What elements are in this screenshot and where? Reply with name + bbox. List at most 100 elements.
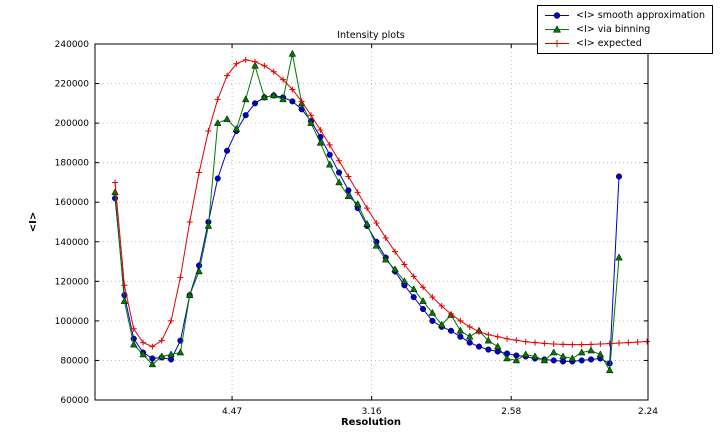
- circle-marker-icon: [410, 294, 417, 301]
- triangle-marker-icon: [568, 354, 577, 362]
- plus-marker-icon: [177, 274, 184, 281]
- plus-marker-icon: [541, 340, 548, 347]
- plus-marker-icon: [261, 62, 268, 69]
- triangle-marker-icon: [167, 350, 175, 358]
- legend-plus-marker-icon: [545, 40, 570, 47]
- plus-marker-icon: [457, 317, 464, 324]
- plus-marker-icon: [560, 341, 567, 348]
- triangle-marker-icon: [325, 160, 334, 168]
- triangle-marker-icon: [465, 332, 474, 340]
- plus-marker-icon: [466, 323, 473, 330]
- triangle-marker-icon: [400, 277, 409, 285]
- plus-marker-icon: [289, 86, 296, 93]
- triangle-marker-icon: [279, 95, 287, 103]
- triangle-marker-icon: [148, 360, 157, 368]
- triangle-marker-icon: [335, 178, 343, 186]
- plus-marker-icon: [569, 341, 576, 348]
- y-tick-labels: 60000 80000 100000 120000 140000 160000 180000…: [55, 40, 90, 406]
- triangle-marker-icon: [512, 356, 521, 364]
- plus-marker-icon: [233, 60, 240, 67]
- plus-marker-icon: [429, 294, 436, 301]
- x-tick-label: 3.16: [362, 407, 382, 417]
- plus-marker-icon: [140, 339, 147, 346]
- series-line: [114, 59, 648, 348]
- triangle-marker-icon: [353, 200, 362, 207]
- y-axis-label: <I>: [28, 212, 39, 232]
- circle-marker-icon: [447, 327, 455, 334]
- chart-title: Intensity plots: [337, 30, 405, 41]
- plus-marker-icon: [205, 128, 212, 135]
- triangle-marker-icon: [158, 352, 166, 360]
- plus-marker-icon: [252, 58, 259, 65]
- triangle-marker-icon: [363, 219, 371, 227]
- legend-label: <I> smooth approximation: [576, 10, 705, 21]
- plus-marker-icon: [494, 333, 501, 340]
- legend-circle-marker-icon: [545, 12, 570, 19]
- plus-marker-icon: [336, 157, 343, 164]
- plus-marker-icon: [485, 331, 492, 338]
- circle-marker-icon: [559, 358, 567, 365]
- circle-marker-icon: [224, 147, 231, 154]
- triangle-marker-icon: [428, 308, 437, 316]
- plus-marker-icon: [448, 310, 455, 317]
- triangle-marker-icon: [344, 192, 353, 200]
- plus-marker-icon: [644, 338, 651, 345]
- circle-marker-icon: [168, 356, 175, 363]
- circle-marker-icon: [550, 357, 557, 364]
- y-tick-label: 120000: [55, 277, 90, 287]
- y-tick-label: 220000: [55, 80, 90, 90]
- legend-item-smooth-approximation: <I> smooth approximation: [543, 9, 705, 22]
- plus-marker-icon: [242, 56, 249, 63]
- triangle-marker-icon: [596, 350, 605, 358]
- plus-marker-icon: [597, 341, 604, 348]
- triangle-marker-icon: [269, 91, 278, 99]
- triangle-marker-icon: [484, 336, 493, 344]
- triangle-marker-icon: [456, 326, 465, 334]
- legend: <I> smooth approximation <I> via binning…: [537, 5, 713, 54]
- x-tick-label: 2.58: [501, 407, 521, 417]
- circle-marker-icon: [578, 357, 585, 364]
- triangle-marker-icon: [437, 320, 446, 328]
- triangle-marker-icon: [232, 124, 241, 132]
- triangle-marker-icon: [241, 95, 250, 103]
- plus-marker-icon: [112, 179, 119, 186]
- circle-marker-icon: [289, 98, 296, 105]
- circle-marker-icon: [485, 346, 492, 353]
- triangle-marker-icon: [531, 352, 539, 360]
- triangle-marker-icon: [587, 346, 595, 354]
- triangle-marker-icon: [391, 265, 399, 273]
- plus-marker-icon: [504, 335, 511, 342]
- triangle-marker-icon: [251, 61, 259, 69]
- triangle-marker-icon: [260, 93, 269, 101]
- legend-triangle-marker-icon: [545, 25, 570, 33]
- legend-item-expected: <I> expected: [543, 37, 705, 50]
- circle-marker-icon: [615, 173, 623, 180]
- triangle-marker-icon: [316, 138, 325, 146]
- y-tick-label: 100000: [55, 317, 90, 327]
- triangle-marker-icon: [549, 348, 558, 356]
- plus-marker-icon: [130, 325, 137, 332]
- circle-marker-icon: [326, 151, 333, 158]
- triangle-marker-icon: [577, 348, 586, 356]
- plus-marker-icon: [392, 248, 399, 255]
- plus-marker-icon: [420, 284, 427, 291]
- triangle-marker-icon: [559, 352, 567, 360]
- plus-marker-icon: [364, 205, 371, 212]
- triangle-marker-icon: [605, 366, 614, 374]
- y-tick-label: 140000: [55, 238, 90, 248]
- plus-marker-icon: [186, 219, 193, 225]
- plus-marker-icon: [373, 219, 380, 226]
- triangle-marker-icon: [372, 241, 381, 249]
- plot-render-root: 60000 80000 100000 120000 140000 160000 180000…: [55, 40, 659, 417]
- plus-marker-icon: [224, 72, 231, 79]
- plus-marker-icon: [345, 173, 352, 180]
- plus-marker-icon: [401, 261, 408, 268]
- y-tick-label: 80000: [60, 356, 89, 366]
- triangle-marker-icon: [521, 350, 530, 358]
- plus-marker-icon: [158, 337, 165, 344]
- triangle-marker-icon: [540, 356, 549, 364]
- plus-marker-icon: [214, 96, 221, 103]
- plus-marker-icon: [588, 341, 595, 348]
- circle-marker-icon: [214, 175, 221, 182]
